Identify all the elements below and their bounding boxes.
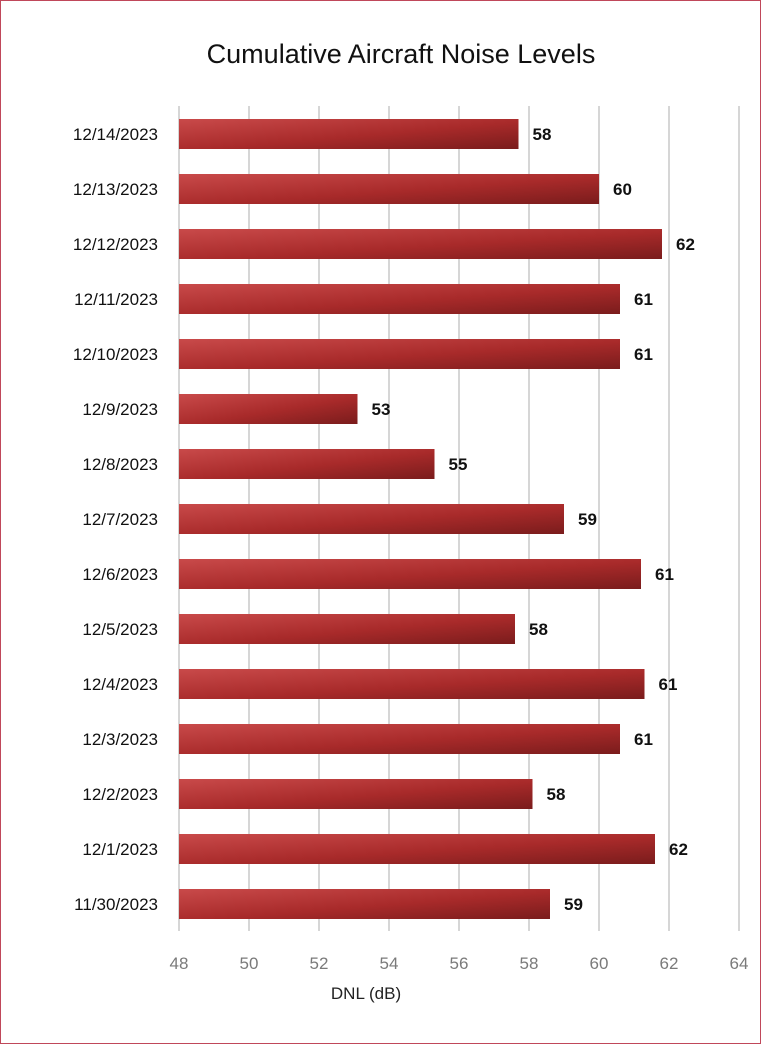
x-tick-labels: 48 50 52 54 56 58 60 62 64 xyxy=(170,954,749,973)
data-label: 61 xyxy=(634,345,653,364)
category-labels: 12/14/2023 12/13/2023 12/12/2023 12/11/2023… xyxy=(73,125,158,914)
data-label: 55 xyxy=(449,455,468,474)
bar xyxy=(179,449,435,479)
category-label: 12/8/2023 xyxy=(82,455,158,474)
data-label: 59 xyxy=(564,895,583,914)
bar xyxy=(179,174,599,204)
bar xyxy=(179,284,620,314)
chart-title: Cumulative Aircraft Noise Levels xyxy=(207,39,596,69)
bar xyxy=(179,394,358,424)
category-label: 11/30/2023 xyxy=(74,895,158,914)
data-label: 61 xyxy=(634,730,653,749)
data-label: 58 xyxy=(533,125,552,144)
category-label: 12/11/2023 xyxy=(74,290,158,309)
bar xyxy=(179,119,519,149)
bar xyxy=(179,779,533,809)
data-label: 58 xyxy=(547,785,566,804)
bar xyxy=(179,229,662,259)
category-label: 12/5/2023 xyxy=(82,620,158,639)
data-label: 60 xyxy=(613,180,632,199)
category-label: 12/1/2023 xyxy=(82,840,158,859)
x-tick-label: 52 xyxy=(310,954,329,973)
data-label: 61 xyxy=(659,675,678,694)
bar xyxy=(179,889,550,919)
x-tick-label: 64 xyxy=(730,954,749,973)
bar xyxy=(179,339,620,369)
category-label: 12/7/2023 xyxy=(82,510,158,529)
data-label: 61 xyxy=(655,565,674,584)
bar xyxy=(179,614,515,644)
category-label: 12/13/2023 xyxy=(73,180,158,199)
category-label: 12/6/2023 xyxy=(82,565,158,584)
x-tick-label: 58 xyxy=(520,954,539,973)
data-labels: 58 60 62 61 61 53 55 59 61 58 61 61 58 62 59 xyxy=(372,125,695,914)
x-tick-label: 62 xyxy=(660,954,679,973)
bars xyxy=(179,119,662,919)
category-label: 12/4/2023 xyxy=(82,675,158,694)
data-label: 62 xyxy=(669,840,688,859)
x-axis-title: DNL (dB) xyxy=(331,984,401,1003)
bar xyxy=(179,724,620,754)
data-label: 61 xyxy=(634,290,653,309)
data-label: 58 xyxy=(529,620,548,639)
data-label: 53 xyxy=(372,400,391,419)
category-label: 12/14/2023 xyxy=(73,125,158,144)
bar xyxy=(179,669,645,699)
bar xyxy=(179,559,641,589)
x-tick-label: 56 xyxy=(450,954,469,973)
category-label: 12/10/2023 xyxy=(73,345,158,364)
bar xyxy=(179,504,564,534)
x-tick-label: 50 xyxy=(240,954,259,973)
data-label: 62 xyxy=(676,235,695,254)
category-label: 12/12/2023 xyxy=(73,235,158,254)
data-label: 59 xyxy=(578,510,597,529)
x-tick-label: 54 xyxy=(380,954,399,973)
x-tick-label: 60 xyxy=(590,954,609,973)
x-tick-label: 48 xyxy=(170,954,189,973)
category-label: 12/2/2023 xyxy=(82,785,158,804)
category-label: 12/3/2023 xyxy=(82,730,158,749)
bar xyxy=(179,834,655,864)
category-label: 12/9/2023 xyxy=(82,400,158,419)
